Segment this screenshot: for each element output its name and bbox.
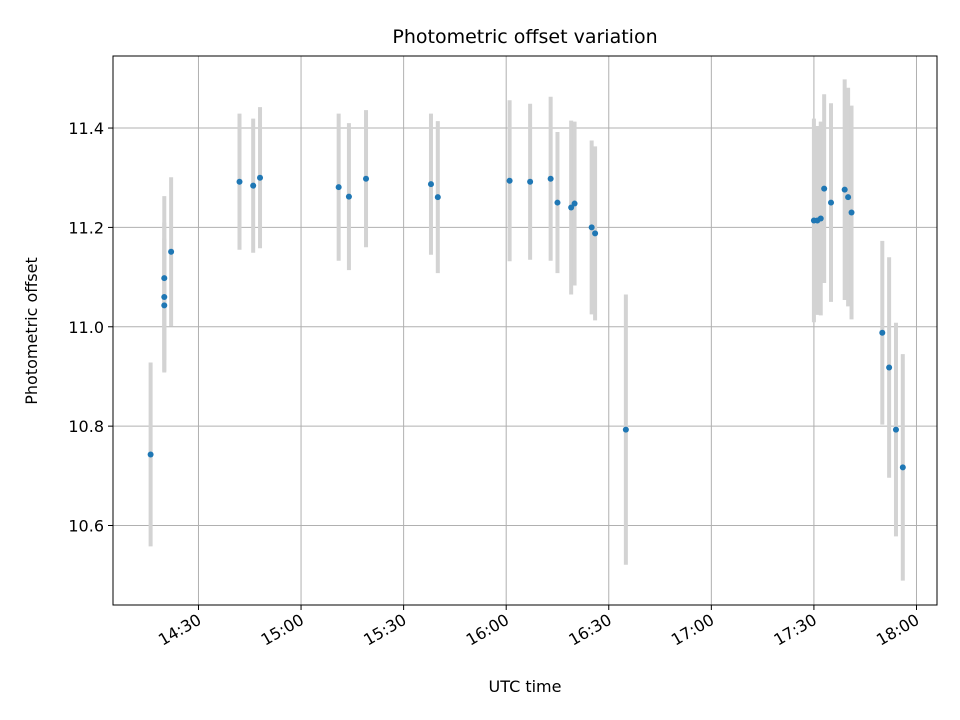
data-point: [817, 215, 824, 222]
grid: [113, 56, 937, 605]
y-tick-label: 11.0: [68, 318, 104, 337]
data-point: [434, 194, 441, 201]
data-point: [592, 230, 599, 237]
data-point: [427, 181, 434, 188]
data-point: [588, 224, 595, 231]
data-point: [250, 182, 257, 189]
data-point: [161, 302, 168, 309]
data-point: [363, 175, 370, 182]
y-tick-label: 11.4: [68, 119, 104, 138]
data-point: [841, 186, 848, 193]
y-tick-label: 10.6: [68, 517, 104, 536]
data-point: [568, 204, 575, 211]
data-point: [554, 199, 561, 206]
y-tick-label: 11.2: [68, 218, 104, 237]
y-axis-ticks: 10.6 10.8 11.0 11.2 11.4: [68, 119, 113, 536]
data-point: [147, 451, 154, 458]
y-tick-label: 10.8: [68, 417, 104, 436]
data-point: [892, 426, 899, 433]
y-axis-label: Photometric offset: [22, 257, 41, 405]
data-point: [879, 329, 886, 336]
data-point: [506, 177, 513, 184]
chart-title: Photometric offset variation: [392, 26, 657, 48]
data-point: [161, 275, 168, 282]
data-point: [236, 178, 243, 185]
data-point: [828, 199, 835, 206]
data-point: [345, 193, 352, 200]
data-point: [257, 174, 264, 181]
data-point: [821, 185, 828, 192]
data-point: [848, 209, 855, 216]
data-point: [571, 200, 578, 207]
data-point: [527, 178, 534, 185]
data-point: [335, 184, 342, 191]
data-points: [147, 174, 906, 471]
plot-frame: [112, 55, 938, 606]
data-point: [547, 175, 554, 182]
data-point: [168, 248, 175, 255]
x-axis-label: UTC time: [489, 677, 562, 696]
data-point: [622, 426, 629, 433]
data-point: [899, 464, 906, 471]
data-point: [886, 364, 893, 371]
data-point: [161, 293, 168, 300]
data-point: [845, 194, 852, 201]
